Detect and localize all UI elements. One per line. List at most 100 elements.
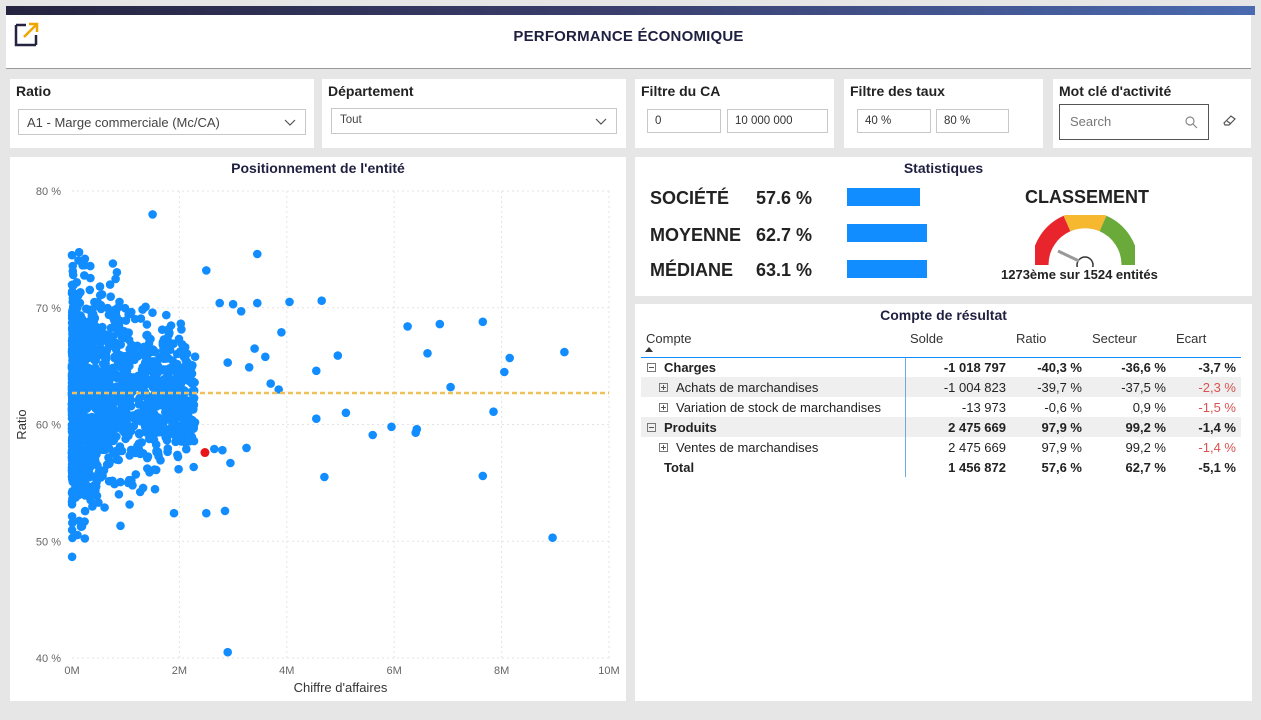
scatter-point[interactable] — [116, 340, 125, 349]
column-header-ratio[interactable]: Ratio — [1011, 327, 1087, 358]
scatter-point[interactable] — [187, 432, 197, 442]
scatter-point[interactable] — [76, 466, 86, 476]
scatter-point[interactable] — [143, 354, 152, 363]
scatter-point[interactable] — [67, 512, 77, 521]
scatter-point[interactable] — [67, 336, 77, 346]
scatter-point[interactable] — [489, 407, 498, 416]
scatter-point[interactable] — [143, 452, 153, 461]
scatter-point[interactable] — [74, 247, 84, 257]
scatter-point[interactable] — [67, 460, 77, 469]
scatter-point[interactable] — [70, 371, 80, 380]
scatter-point[interactable] — [68, 294, 78, 303]
scatter-point[interactable] — [131, 470, 141, 479]
scatter-point[interactable] — [112, 268, 122, 277]
scatter-point[interactable] — [151, 370, 160, 380]
scatter-point[interactable] — [150, 465, 159, 474]
scatter-point[interactable] — [104, 331, 114, 340]
scatter-point[interactable] — [154, 427, 164, 437]
scatter-point[interactable] — [161, 365, 170, 374]
ratio-dropdown[interactable]: A1 - Marge commerciale (Mc/CA) — [18, 109, 306, 135]
scatter-point[interactable] — [435, 319, 445, 329]
scatter-point[interactable] — [171, 420, 181, 430]
scatter-point[interactable] — [77, 425, 87, 435]
scatter-point[interactable] — [285, 297, 294, 307]
scatter-point[interactable] — [159, 354, 169, 363]
scatter-point[interactable] — [157, 325, 167, 334]
scatter-point[interactable] — [115, 423, 124, 432]
column-header-ecart[interactable]: Ecart — [1171, 327, 1241, 358]
table-row[interactable]: Charges -1 018 797 -40,3 % -36,6 % -3,7 % — [641, 357, 1241, 377]
scatter-point[interactable] — [104, 444, 114, 453]
scatter-point[interactable] — [90, 384, 100, 393]
scatter-point[interactable] — [127, 382, 137, 391]
scatter-point[interactable] — [88, 502, 97, 511]
scatter-point[interactable] — [95, 325, 105, 335]
scatter-point[interactable] — [169, 508, 179, 518]
scatter-point[interactable] — [98, 373, 108, 382]
scatter-point[interactable] — [116, 355, 125, 364]
eraser-icon[interactable] — [1221, 113, 1237, 127]
scatter-point[interactable] — [111, 274, 120, 284]
scatter-point[interactable] — [104, 459, 114, 469]
scatter-point[interactable] — [145, 344, 154, 353]
scatter-point[interactable] — [223, 358, 232, 367]
scatter-point[interactable] — [548, 533, 557, 542]
scatter-point[interactable] — [120, 417, 129, 426]
scatter-point[interactable] — [560, 347, 569, 357]
scatter-point[interactable] — [226, 458, 235, 468]
scatter-point[interactable] — [98, 421, 108, 431]
scatter-point[interactable] — [261, 352, 270, 362]
scatter-point[interactable] — [124, 328, 133, 337]
scatter-point[interactable] — [478, 471, 488, 481]
scatter-point[interactable] — [253, 249, 262, 259]
scatter-point[interactable] — [142, 331, 151, 340]
scatter-point[interactable] — [242, 443, 251, 453]
scatter-point[interactable] — [101, 352, 110, 361]
scatter-point[interactable] — [274, 385, 284, 394]
scatter-point[interactable] — [92, 491, 102, 501]
scatter-point[interactable] — [150, 484, 160, 494]
scatter-point[interactable] — [110, 479, 119, 489]
scatter-point[interactable] — [123, 427, 132, 437]
scatter-point[interactable] — [141, 425, 151, 434]
scatter-point[interactable] — [162, 310, 171, 320]
scatter-point[interactable] — [110, 372, 120, 382]
scatter-point[interactable] — [74, 490, 84, 500]
scatter-point[interactable] — [142, 406, 151, 415]
scatter-point[interactable] — [108, 259, 118, 268]
scatter-point[interactable] — [180, 350, 190, 360]
scatter-point[interactable] — [109, 405, 118, 415]
scatter-point[interactable] — [86, 446, 96, 455]
scatter-point[interactable] — [317, 296, 327, 305]
scatter-point[interactable] — [157, 397, 167, 407]
scatter-point[interactable] — [135, 429, 144, 439]
scatter-point[interactable] — [74, 338, 84, 348]
scatter-point[interactable] — [125, 500, 134, 509]
table-row[interactable]: Ventes de marchandises 2 475 669 97,9 % 99,… — [641, 437, 1241, 457]
scatter-point[interactable] — [68, 427, 78, 437]
scatter-point[interactable] — [164, 324, 173, 334]
scatter-point[interactable] — [223, 647, 232, 657]
scatter-point[interactable] — [74, 322, 83, 331]
scatter-point[interactable] — [341, 408, 351, 418]
scatter-point[interactable] — [88, 305, 97, 314]
scatter-point[interactable] — [112, 454, 122, 464]
column-header-compte[interactable]: Compte — [641, 327, 905, 358]
column-header-solde[interactable]: Solde — [905, 327, 1011, 358]
scatter-point[interactable] — [124, 354, 133, 364]
scatter-point[interactable] — [68, 266, 78, 276]
scatter-point[interactable] — [182, 444, 191, 454]
scatter-point[interactable] — [68, 518, 77, 528]
scatter-point[interactable] — [115, 297, 124, 307]
scatter-point[interactable] — [368, 430, 378, 440]
ca-min-input[interactable]: 0 — [647, 109, 721, 133]
scatter-point[interactable] — [129, 349, 139, 358]
scatter-point[interactable] — [98, 412, 107, 422]
scatter-point[interactable] — [148, 210, 157, 219]
scatter-point[interactable] — [113, 327, 123, 336]
scatter-point[interactable] — [80, 506, 90, 516]
scatter-point[interactable] — [87, 422, 96, 431]
scatter-point[interactable] — [103, 303, 112, 313]
scatter-point[interactable] — [236, 307, 246, 316]
scatter-point[interactable] — [80, 260, 89, 270]
